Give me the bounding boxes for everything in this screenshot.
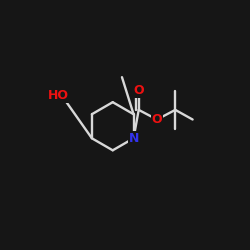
Text: N: N bbox=[128, 132, 139, 145]
Text: HO: HO bbox=[48, 89, 69, 102]
Text: O: O bbox=[134, 84, 144, 97]
Text: O: O bbox=[152, 113, 162, 126]
